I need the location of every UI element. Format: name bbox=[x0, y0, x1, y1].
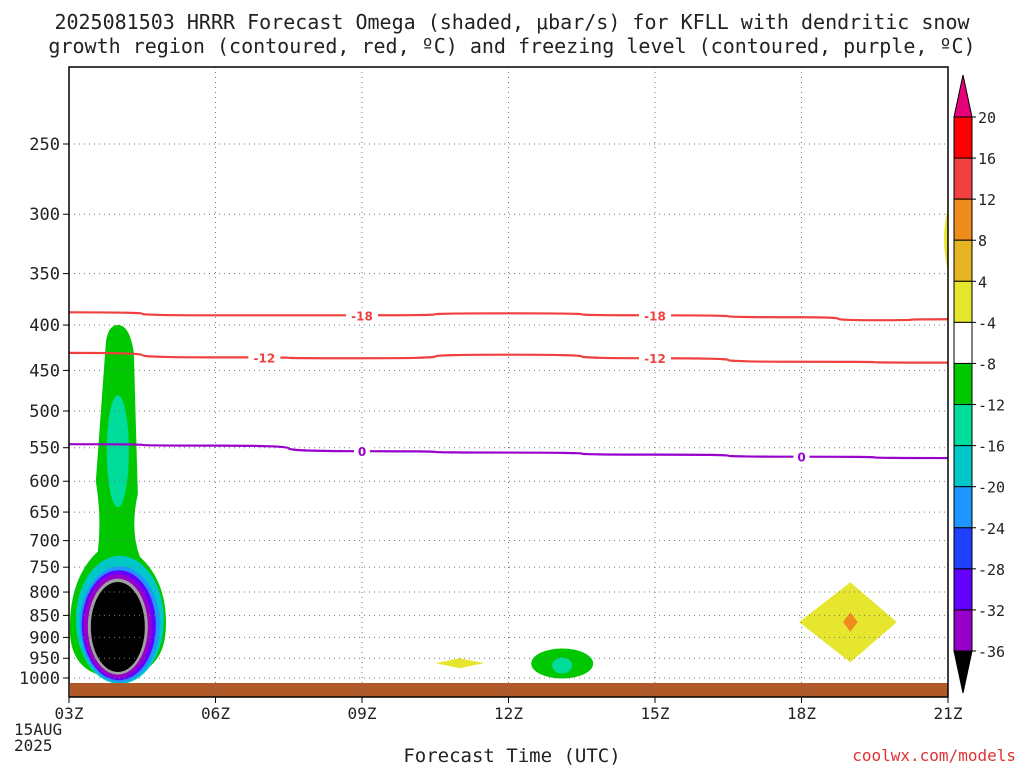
contour-label-bg bbox=[248, 350, 281, 365]
omega-shade-yellow-21z bbox=[944, 207, 948, 272]
contour-label-bg bbox=[346, 308, 378, 323]
colorbar-label: -36 bbox=[978, 643, 1005, 661]
omega-shade-teal-core bbox=[106, 395, 129, 508]
colorbar-bottom-triangle bbox=[953, 650, 973, 694]
y-tick-label: 550 bbox=[29, 439, 60, 459]
y-tick-label: 300 bbox=[29, 205, 60, 225]
y-tick-label: 400 bbox=[29, 316, 60, 336]
colorbar-band bbox=[953, 157, 973, 200]
chart-title-line-1: 2025081503 HRRR Forecast Omega (shaded, … bbox=[54, 10, 970, 34]
colorbar-label: -12 bbox=[978, 397, 1005, 415]
terrain-strip bbox=[70, 683, 948, 697]
colorbar-band bbox=[953, 568, 973, 611]
y-tick-label: 950 bbox=[29, 649, 60, 669]
colorbar-label: -28 bbox=[978, 561, 1005, 579]
contour-label-bg bbox=[639, 308, 671, 323]
colorbar-band bbox=[953, 239, 973, 282]
colorbar-band bbox=[953, 445, 973, 488]
colorbar-band bbox=[953, 321, 973, 364]
y-tick-label: 850 bbox=[29, 606, 60, 626]
contour-label: -12 bbox=[253, 352, 275, 366]
colorbar-band bbox=[953, 198, 973, 241]
y-tick-label: 1000 bbox=[19, 669, 60, 689]
contour-label: -18 bbox=[644, 309, 666, 323]
colorbar-label: -16 bbox=[978, 438, 1005, 456]
x-tick-label: 12Z bbox=[494, 704, 523, 723]
omega-shade-orange-19z bbox=[843, 612, 858, 632]
colorbar-label: 4 bbox=[978, 273, 987, 291]
credit-link[interactable]: coolwx.com/models bbox=[852, 746, 1016, 765]
y-tick-label: 800 bbox=[29, 583, 60, 603]
y-tick-label: 450 bbox=[29, 361, 60, 381]
y-tick-label: 500 bbox=[29, 402, 60, 422]
y-tick-label: 600 bbox=[29, 472, 60, 492]
colorbar-label: 16 bbox=[978, 150, 996, 168]
colorbar-label: -4 bbox=[978, 314, 996, 332]
contour-label-bg bbox=[639, 351, 671, 366]
colorbar-band bbox=[953, 527, 973, 570]
colorbar-band bbox=[953, 280, 973, 323]
colorbar-label: -32 bbox=[978, 602, 1005, 620]
contour-label: -12 bbox=[644, 352, 666, 366]
colorbar-band bbox=[953, 116, 973, 159]
colorbar-band bbox=[953, 362, 973, 406]
date-year: 2025 bbox=[14, 736, 53, 755]
y-tick-label: 350 bbox=[29, 265, 60, 285]
date-label: 15AUG 2025 bbox=[14, 722, 62, 754]
y-tick-label: 650 bbox=[29, 503, 60, 523]
contour-label-bg bbox=[793, 449, 810, 464]
x-tick-label: 21Z bbox=[934, 704, 963, 723]
omega-shade-teal-13z bbox=[552, 657, 573, 674]
contour-label: 0 bbox=[797, 451, 805, 465]
colorbar-label: -20 bbox=[978, 479, 1005, 497]
x-tick-label: 15Z bbox=[641, 704, 670, 723]
colorbar-band bbox=[953, 486, 973, 529]
omega-shade-yellow-11z bbox=[435, 658, 485, 669]
x-tick-label: 09Z bbox=[348, 704, 377, 723]
colorbar-band bbox=[953, 609, 973, 652]
contour-label: -18 bbox=[351, 309, 373, 323]
omega-shade-black-core bbox=[90, 582, 145, 673]
colorbar-top-triangle bbox=[953, 74, 973, 118]
x-axis-label: Forecast Time (UTC) bbox=[403, 745, 621, 767]
colorbar-label: 20 bbox=[978, 109, 996, 127]
colorbar-label: 8 bbox=[978, 232, 987, 250]
chart-title-line-2: growth region (contoured, red, ºC) and f… bbox=[48, 34, 976, 58]
colorbar-label: 12 bbox=[978, 191, 996, 209]
contour-line--18 bbox=[68, 311, 949, 322]
colorbar-label: -8 bbox=[978, 355, 996, 373]
x-tick-label: 18Z bbox=[787, 704, 816, 723]
y-tick-label: 700 bbox=[29, 532, 60, 552]
x-tick-label: 03Z bbox=[55, 704, 84, 723]
contour-line--12 bbox=[68, 351, 949, 364]
contour-label-bg bbox=[354, 444, 370, 459]
y-tick-label: 750 bbox=[29, 558, 60, 578]
date-day: 15AUG bbox=[14, 720, 63, 739]
y-tick-label: 900 bbox=[29, 628, 60, 648]
y-tick-label: 250 bbox=[29, 135, 60, 155]
x-tick-label: 06Z bbox=[201, 704, 230, 723]
contour-label: 0 bbox=[358, 445, 366, 459]
colorbar-band bbox=[953, 404, 973, 447]
colorbar-label: -24 bbox=[978, 520, 1005, 538]
